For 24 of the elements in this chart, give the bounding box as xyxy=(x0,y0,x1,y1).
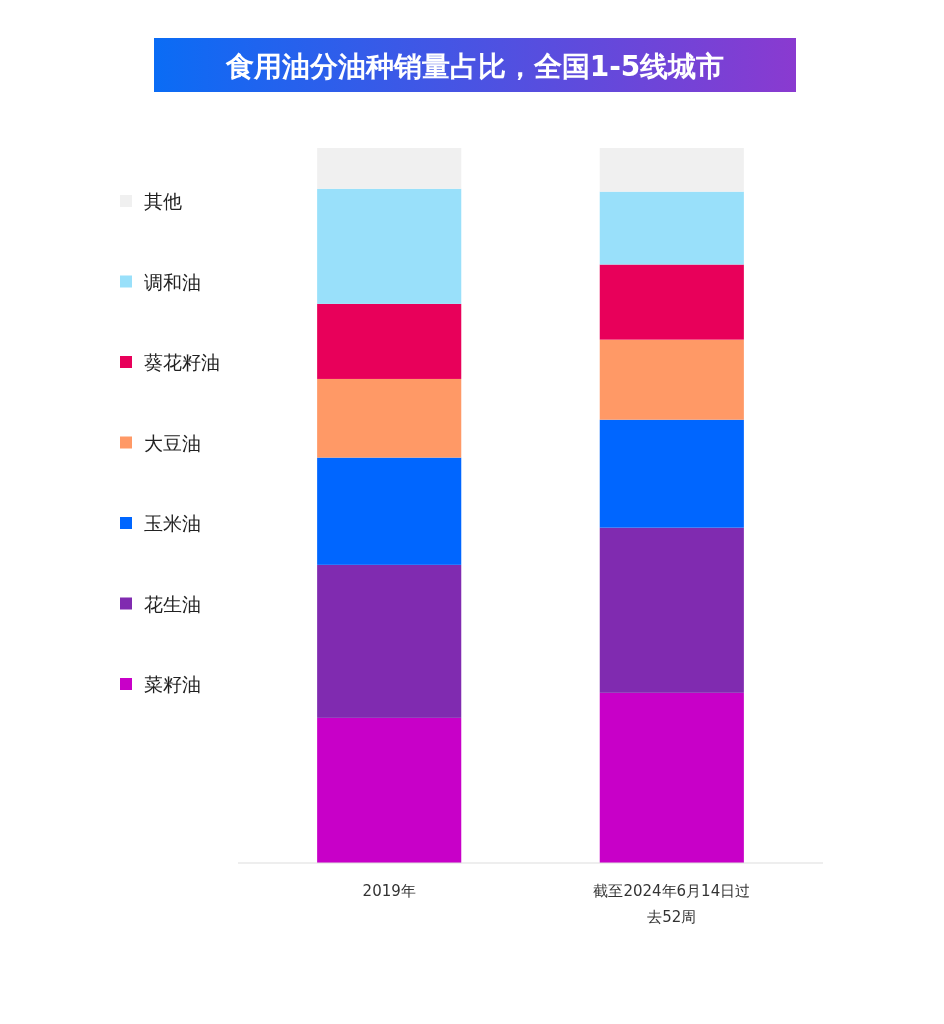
bar xyxy=(599,339,744,420)
bar xyxy=(317,564,462,718)
bar xyxy=(599,527,744,693)
bar xyxy=(599,148,744,192)
bar xyxy=(317,303,462,379)
chart-title: 食用油分油种销量占比，全国1-5线城市 xyxy=(224,50,725,83)
legend-label: 调和油 xyxy=(144,270,201,293)
legend-label: 玉米油 xyxy=(144,512,201,534)
legend-label: 大豆油 xyxy=(144,431,201,454)
bar xyxy=(317,457,462,565)
bar xyxy=(317,378,462,458)
bar xyxy=(599,692,744,863)
legend-label: 葵花籽油 xyxy=(144,351,220,373)
legend-label: 其他 xyxy=(144,190,182,212)
x-tick-label: 2019年 xyxy=(362,882,416,900)
bar xyxy=(599,419,744,528)
bar xyxy=(317,717,462,863)
bar xyxy=(317,148,462,189)
x-tick-label: 截至2024年6月14日过去52周 xyxy=(593,882,751,926)
legend-label: 花生油 xyxy=(144,592,201,615)
bar xyxy=(317,188,462,304)
bar xyxy=(599,191,744,265)
bar xyxy=(599,264,744,340)
legend-label: 菜籽油 xyxy=(144,673,201,695)
